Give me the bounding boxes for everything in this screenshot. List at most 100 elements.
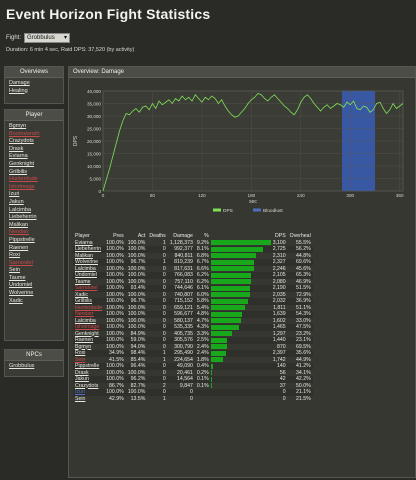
table-row: Lalcimba 100.0% 100.0% 0 580,137 4.7% 1,602 33.… [73, 318, 313, 325]
player-link[interactable]: Genknight [9, 160, 35, 167]
overheal-cell: 69.5% [296, 343, 311, 350]
player-link[interactable]: Taume [9, 274, 26, 281]
player-name-link[interactable]: Izuri [75, 389, 85, 395]
dps-cell: 2,327 [270, 259, 288, 266]
player-link[interactable]: Izuri [9, 191, 20, 198]
damage-bar-cell [210, 363, 271, 370]
presence-cell: 100.0% [104, 259, 126, 266]
overview-link[interactable]: Damage [9, 80, 30, 86]
player-name-link[interactable]: Lalcimba [75, 317, 96, 324]
player-name-link[interactable]: Genknight [75, 330, 99, 337]
player-link[interactable]: Bgmyn [9, 123, 27, 129]
column-header[interactable]: % [204, 233, 209, 239]
column-header[interactable]: Deaths [149, 233, 166, 239]
player-name-link[interactable]: Grilbilis [75, 298, 93, 304]
player-link[interactable]: Hunterdude [9, 176, 38, 183]
player-link[interactable]: Lalcimba [9, 206, 32, 213]
dps-cell: 1,742 [272, 356, 286, 363]
player-link[interactable]: Pippstrelle [9, 236, 35, 243]
player-link[interactable]: Wolverine [9, 290, 34, 297]
player-name-link[interactable]: Drask [75, 369, 89, 376]
deaths-cell: 0 [147, 363, 168, 370]
player-name-link[interactable]: Jakun [75, 376, 89, 382]
overheal-cell: 23.2% [296, 330, 311, 337]
damage-bar-cell [210, 311, 271, 318]
damage-cell: 535,335 [167, 324, 195, 331]
player-link[interactable]: Nendarr [9, 229, 29, 236]
dps-cell: 1,602 [272, 317, 286, 324]
player-link[interactable]: Xadic [9, 297, 23, 304]
table-row: Eviarna 100.0% 100.0% 1 1,128,373 9.2% 3,100 55… [73, 240, 313, 247]
activity-cell: 100.0% [125, 246, 148, 253]
presence-cell: 100.0% [106, 252, 124, 259]
column-header[interactable]: Damage [173, 233, 193, 239]
player-cell: Xadic [73, 292, 104, 299]
percent-cell: 2.4% [196, 343, 209, 350]
damage-bar [210, 357, 223, 363]
player-link[interactable]: Boomswrath [9, 130, 40, 137]
dps-cell: 0 [282, 395, 286, 402]
dps-cell: 2,246 [272, 265, 286, 272]
damage-bar-cell [210, 350, 271, 357]
player-name-link[interactable]: Sarrandel [75, 285, 98, 291]
deaths-cell: 1 [162, 356, 166, 363]
player-link[interactable]: Sarrandel [9, 259, 33, 266]
player-link[interactable]: Malikan [9, 221, 28, 228]
player-name-link[interactable]: Eviarna [75, 239, 93, 246]
overheal-cell: 35.6% [287, 350, 313, 357]
damage-cell: 20,461 [176, 369, 193, 376]
player-name-link[interactable]: Pippstrelle [75, 363, 100, 369]
player-link[interactable]: Raenen [9, 244, 29, 251]
fight-select[interactable]: Grobbulus ▾ [24, 33, 71, 43]
column-header[interactable]: Act [137, 233, 146, 239]
player-name-link[interactable]: Nendarr [75, 311, 94, 317]
player-cell: Malikan [73, 253, 104, 260]
player-link[interactable]: Roxi [9, 252, 21, 259]
presence-cell: 100.0% [106, 291, 124, 298]
player-name-link[interactable]: Sein [75, 395, 86, 402]
player-link[interactable]: Drask [9, 145, 24, 152]
player-name-link[interactable]: Lalcimba [75, 265, 96, 272]
player-name-link[interactable]: Bgmyn [75, 343, 92, 350]
player-link[interactable]: Undomiel [9, 282, 33, 289]
player-name-link[interactable]: Raenen [75, 337, 94, 343]
player-link[interactable]: Grilbilis [9, 168, 28, 175]
dps-cell: 56 [279, 369, 286, 376]
player-name-link[interactable]: Sein [75, 356, 86, 363]
player-cell: Pippstrelle [73, 363, 105, 370]
damage-bar [210, 240, 271, 246]
player-name-link[interactable]: Ishotmage [75, 324, 100, 330]
percent-cell [195, 396, 211, 403]
player-name-link[interactable]: Roxi [75, 350, 86, 356]
player-name-link[interactable]: Wolverine [75, 259, 98, 265]
table-row: Sein 42.9% 13.5% 1 0 0 21.5% [73, 396, 313, 403]
presence-cell: 100.0% [106, 278, 124, 285]
table-row: Lalcimba 100.0% 100.0% 0 817,631 6.6% 2,246 45.… [73, 266, 313, 273]
overview-link[interactable]: Healing [9, 87, 28, 94]
damage-cell: 840,811 [174, 252, 193, 259]
npc-link[interactable]: Grobbulus [9, 363, 35, 369]
player-name-link[interactable]: Hunterdude [75, 304, 103, 311]
player-name-link[interactable]: Crazydots [75, 382, 99, 389]
player-link[interactable]: Jakun [9, 198, 24, 205]
player-cell: Roxi [73, 350, 105, 357]
player-link[interactable]: Ishotmage [9, 183, 35, 190]
player-link[interactable]: Liebeherrin [9, 214, 37, 221]
percent-cell: 6.1% [194, 285, 211, 292]
player-name-link[interactable]: Malikan [75, 252, 93, 259]
player-link[interactable]: Crazydots [9, 138, 34, 145]
presence-cell: 100.0% [104, 389, 126, 396]
players-panel: Player Bgmyn Boomswrath Crazydots Drask Evia… [4, 109, 64, 341]
player-link[interactable]: Eviarna [9, 153, 28, 160]
column-header[interactable]: Player [75, 233, 90, 239]
player-name-link[interactable]: Liebeherrin [75, 246, 101, 252]
player-name-link[interactable]: Taume [75, 278, 91, 285]
deaths-cell: 0 [147, 389, 168, 396]
damage-bar-cell [210, 318, 271, 325]
column-header[interactable]: Overheal [289, 233, 311, 239]
column-header[interactable]: Pres [113, 233, 124, 239]
column-header[interactable]: DPS [275, 233, 286, 239]
player-name-link[interactable]: Undomiel [75, 272, 97, 278]
player-name-link[interactable]: Xadic [75, 291, 88, 298]
player-link[interactable]: Sein [9, 267, 21, 274]
